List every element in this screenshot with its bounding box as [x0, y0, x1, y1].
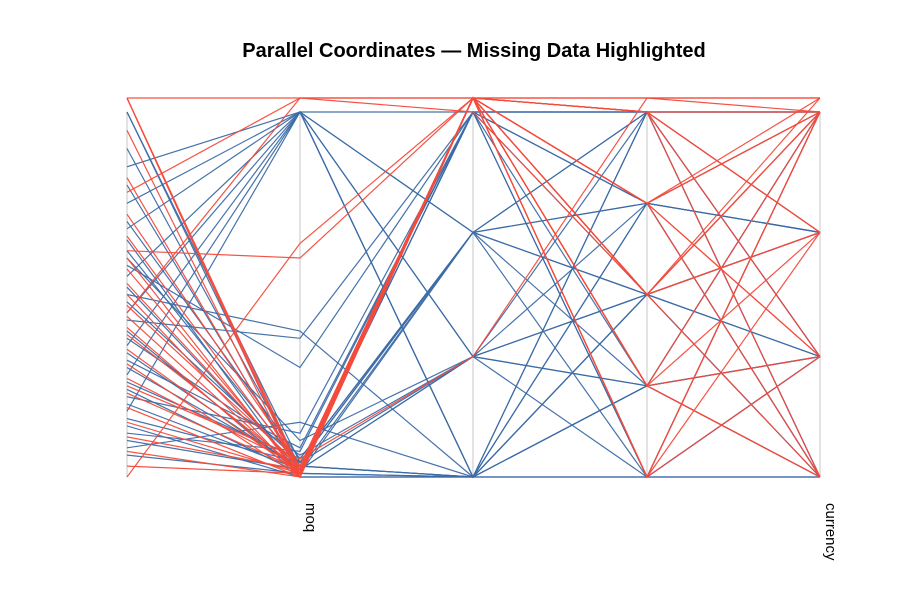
missing-row-line	[126, 97, 821, 460]
chart-title: Parallel Coordinates — Missing Data High…	[242, 40, 705, 62]
axis-label: moq	[302, 503, 319, 532]
missing-row-line	[126, 97, 821, 314]
axis-label: currency	[822, 503, 839, 561]
